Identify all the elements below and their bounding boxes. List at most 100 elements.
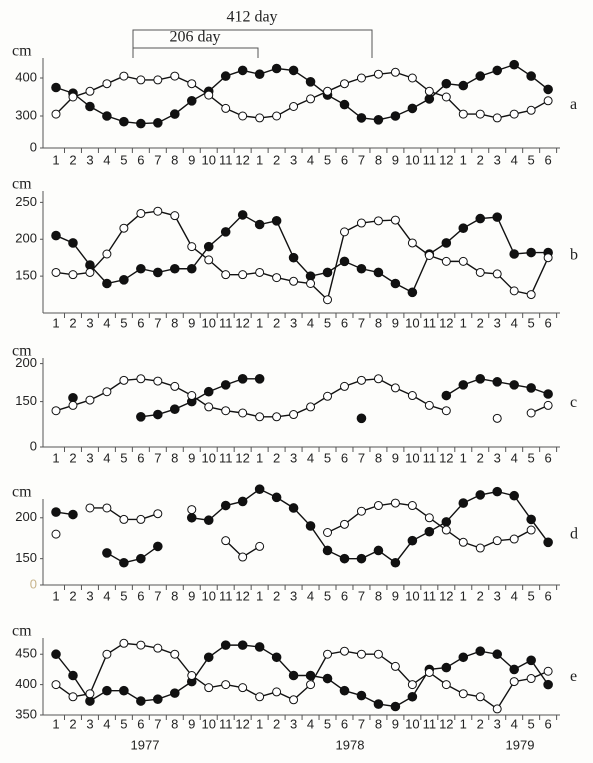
point bbox=[339, 553, 350, 564]
x-tick-label: 5 bbox=[120, 716, 127, 731]
point bbox=[271, 63, 282, 74]
x-tick-label: 5 bbox=[528, 315, 535, 330]
point bbox=[441, 680, 451, 690]
x-tick-label: 4 bbox=[103, 716, 110, 731]
x-tick-label: 9 bbox=[392, 450, 399, 465]
x-tick-label: 3 bbox=[290, 450, 297, 465]
point bbox=[85, 689, 95, 699]
point bbox=[203, 652, 214, 663]
point bbox=[390, 661, 400, 671]
point bbox=[254, 374, 265, 384]
x-tick-label: 5 bbox=[324, 450, 331, 465]
x-tick-label: 12 bbox=[439, 152, 453, 167]
x-tick-label: 12 bbox=[439, 716, 453, 731]
y-axis-label: cm bbox=[12, 43, 32, 60]
point bbox=[543, 253, 553, 263]
point bbox=[356, 263, 367, 274]
x-tick-label: 12 bbox=[235, 450, 249, 465]
point bbox=[373, 267, 384, 278]
point bbox=[356, 413, 367, 424]
point bbox=[322, 545, 333, 556]
y-tick-label: 0 bbox=[30, 139, 37, 154]
x-tick-label: 1 bbox=[256, 152, 263, 167]
x-tick-label: 11 bbox=[423, 315, 437, 330]
point bbox=[255, 113, 265, 123]
x-tick-label: 8 bbox=[171, 152, 178, 167]
x-tick-label: 7 bbox=[154, 152, 161, 167]
point bbox=[424, 513, 434, 523]
x-tick-label: 10 bbox=[405, 716, 419, 731]
x-tick-label: 6 bbox=[137, 315, 144, 330]
x-tick-label: 5 bbox=[120, 588, 127, 603]
x-tick-label: 6 bbox=[137, 716, 144, 731]
point bbox=[509, 380, 519, 390]
x-tick-label: 10 bbox=[201, 716, 215, 731]
y-axis-label: cm bbox=[12, 176, 32, 193]
point bbox=[492, 413, 502, 423]
point bbox=[102, 685, 112, 696]
point bbox=[458, 689, 468, 699]
point bbox=[373, 545, 384, 556]
x-tick-label: 7 bbox=[154, 716, 161, 731]
x-tick-label: 4 bbox=[307, 588, 314, 603]
series-line bbox=[55, 214, 549, 294]
x-tick-label: 12 bbox=[235, 315, 249, 330]
x-tick-label: 2 bbox=[69, 588, 76, 603]
point bbox=[339, 519, 349, 529]
x-tick-label: 5 bbox=[324, 152, 331, 167]
y-tick-label: 400 bbox=[15, 676, 37, 691]
point bbox=[543, 389, 553, 399]
point bbox=[339, 227, 349, 237]
point bbox=[509, 664, 519, 675]
point bbox=[424, 94, 435, 104]
point bbox=[288, 65, 299, 76]
point bbox=[526, 525, 536, 535]
point bbox=[441, 406, 451, 416]
point bbox=[237, 65, 248, 76]
point bbox=[136, 208, 146, 218]
point bbox=[169, 263, 180, 274]
x-tick-label: 2 bbox=[69, 315, 76, 330]
x-tick-label: 12 bbox=[439, 588, 453, 603]
point bbox=[102, 503, 112, 513]
point bbox=[543, 537, 553, 548]
x-tick-label: 4 bbox=[511, 152, 518, 167]
point bbox=[526, 383, 536, 393]
x-tick-label: 2 bbox=[69, 716, 76, 731]
point bbox=[356, 649, 366, 659]
point bbox=[51, 406, 61, 416]
point bbox=[136, 514, 146, 524]
point bbox=[288, 503, 299, 513]
point bbox=[441, 238, 452, 248]
panel-label: d bbox=[570, 526, 578, 543]
x-tick-label: 3 bbox=[290, 152, 297, 167]
point bbox=[305, 77, 316, 87]
point bbox=[238, 683, 248, 693]
point bbox=[390, 278, 401, 289]
y-tick-label: 300 bbox=[15, 107, 37, 122]
point bbox=[255, 541, 265, 551]
x-tick-label: 9 bbox=[188, 588, 195, 603]
point bbox=[186, 512, 197, 523]
point bbox=[543, 84, 553, 95]
year-label: 1977 bbox=[131, 737, 160, 752]
point bbox=[51, 109, 61, 119]
x-tick-label: 5 bbox=[120, 315, 127, 330]
x-tick-label: 10 bbox=[405, 450, 419, 465]
point bbox=[136, 412, 146, 422]
point bbox=[322, 267, 333, 278]
point bbox=[187, 79, 197, 89]
point bbox=[543, 96, 553, 106]
point bbox=[390, 701, 401, 712]
point bbox=[492, 486, 503, 497]
point bbox=[356, 375, 366, 385]
x-tick-label: 3 bbox=[494, 716, 501, 731]
point bbox=[339, 256, 350, 267]
point bbox=[492, 377, 503, 387]
point bbox=[254, 219, 265, 230]
x-tick-label: 3 bbox=[86, 450, 93, 465]
series-line bbox=[55, 644, 549, 708]
point bbox=[492, 536, 502, 546]
x-tick-label: 5 bbox=[528, 716, 535, 731]
point bbox=[204, 255, 214, 265]
